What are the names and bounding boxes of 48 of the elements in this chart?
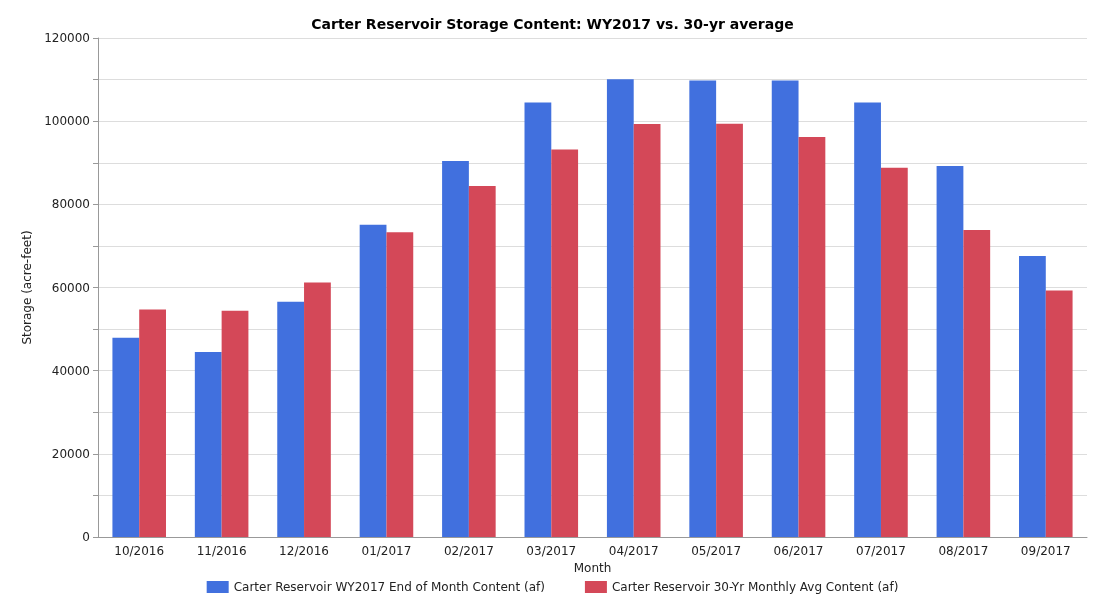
y-tick-label: 80000 <box>51 197 90 212</box>
bar <box>716 123 743 537</box>
x-tick-label: 11/2016 <box>196 544 247 558</box>
bar <box>442 161 469 537</box>
bar <box>139 309 166 537</box>
y-tick-label: 20000 <box>51 446 90 461</box>
legend-label: Carter Reservoir 30-Yr Monthly Avg Content (af) <box>611 580 899 594</box>
bar <box>689 80 717 537</box>
bar <box>304 282 331 537</box>
x-tick-label: 12/2016 <box>279 544 329 558</box>
x-tick-label: 03/2017 <box>526 544 577 558</box>
x-tick-label: 06/2017 <box>773 544 824 558</box>
y-tick-label: 40000 <box>51 363 90 378</box>
x-tick-label: 10/2016 <box>114 544 165 558</box>
x-tick-label: 09/2017 <box>1020 544 1071 558</box>
bar <box>880 167 908 537</box>
bar <box>854 102 881 537</box>
legend-label: Carter Reservoir WY2017 End of Month Content (af) <box>233 580 545 594</box>
bar <box>277 301 305 537</box>
bar <box>112 337 140 537</box>
x-tick-label: 04/2017 <box>608 544 659 558</box>
y-tick-label: 0 <box>82 530 90 544</box>
y-tick-label: 100000 <box>44 114 90 129</box>
y-tick-label: 60000 <box>51 280 90 295</box>
bar <box>936 166 964 537</box>
y-axis-title: Storage (acre-feet) <box>20 230 35 345</box>
x-tick-label: 07/2017 <box>856 544 906 558</box>
bar <box>194 351 222 537</box>
bar <box>606 79 634 537</box>
x-tick-label: 08/2017 <box>938 544 989 558</box>
bar <box>468 186 496 537</box>
bar <box>551 149 579 537</box>
bar <box>221 310 249 537</box>
bar <box>386 232 414 537</box>
bar <box>1019 255 1046 537</box>
bar <box>798 136 826 537</box>
x-tick-label: 01/2017 <box>361 544 412 558</box>
x-tick-label: 02/2017 <box>443 544 494 558</box>
bar <box>1045 290 1073 537</box>
bar <box>524 102 552 537</box>
bar <box>359 224 387 537</box>
bar <box>771 80 799 537</box>
bar <box>633 124 661 537</box>
y-tick-label: 120000 <box>44 31 90 45</box>
chart-title: Carter Reservoir Storage Content: WY2017 vs. 30-yr average <box>311 16 794 32</box>
bar <box>963 230 991 537</box>
x-tick-label: 05/2017 <box>691 544 742 558</box>
x-axis-title: Month <box>573 560 612 575</box>
